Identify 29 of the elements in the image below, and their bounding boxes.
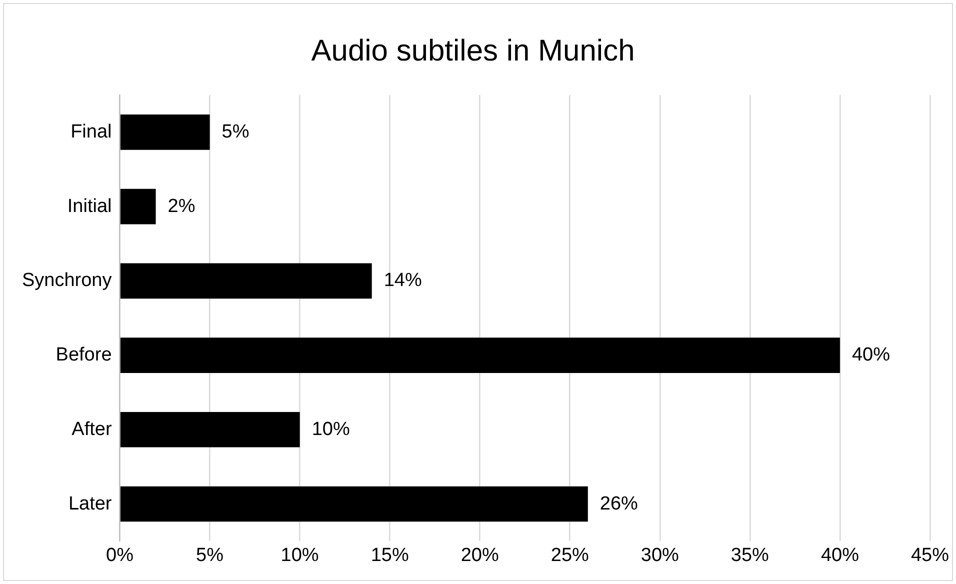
x-tick-label: 25%: [550, 544, 590, 566]
x-tick-label: 15%: [370, 544, 409, 566]
bar: [120, 188, 156, 224]
data-label: 26%: [600, 493, 638, 514]
x-tick-label: 45%: [910, 544, 950, 566]
bar: [120, 412, 300, 448]
y-tick-label: After: [72, 418, 112, 440]
data-label: 2%: [168, 196, 196, 217]
bar: [120, 114, 210, 150]
y-tick-label: Synchrony: [22, 270, 112, 292]
bar: [120, 338, 840, 373]
data-label: 14%: [384, 270, 422, 292]
x-tick-label: 30%: [640, 544, 680, 566]
bar: [120, 263, 372, 299]
x-tick-label: 20%: [460, 544, 499, 566]
y-tick-label: Initial: [67, 196, 112, 217]
x-tick-label: 40%: [820, 544, 860, 566]
x-tick-label: 10%: [280, 544, 319, 566]
x-tick-label: 0%: [106, 544, 134, 566]
chart-title: Audio subtiles in Munich: [311, 34, 635, 68]
data-label: 5%: [222, 121, 250, 142]
bar: [120, 486, 588, 522]
x-tick-label: 35%: [730, 544, 770, 566]
data-label: 40%: [852, 344, 890, 366]
y-tick-label: Before: [56, 344, 112, 366]
data-label: 10%: [312, 418, 350, 440]
y-tick-label: Later: [68, 493, 112, 514]
y-tick-label: Final: [70, 121, 112, 142]
x-tick-label: 5%: [196, 544, 224, 566]
